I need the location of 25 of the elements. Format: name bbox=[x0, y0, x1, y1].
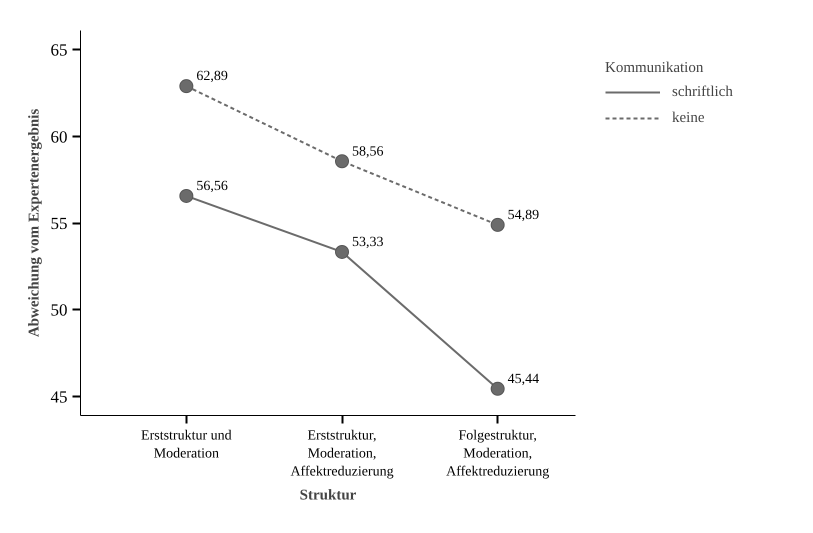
point bbox=[490, 218, 505, 232]
y-tick-label: 65 bbox=[50, 40, 68, 60]
x-axis-title: Struktur bbox=[300, 488, 357, 504]
y-axis-title: Abweichung vom Expertenergebnis bbox=[26, 108, 42, 338]
point bbox=[179, 79, 194, 94]
data-label: 56,56 bbox=[196, 178, 228, 194]
point bbox=[179, 188, 194, 203]
point bbox=[335, 244, 350, 259]
data-label: 45,44 bbox=[508, 372, 540, 387]
y-tick-label: 45 bbox=[50, 387, 68, 406]
x-tick-label: Erststruktur und Moderation bbox=[141, 428, 232, 462]
legend-title: Kommunikation bbox=[605, 60, 704, 77]
x-tick-label: Erststruktur, Moderation, Affektreduzierung bbox=[290, 428, 394, 480]
data-label: 53,33 bbox=[352, 234, 384, 250]
data-label: 54,89 bbox=[508, 208, 540, 223]
point bbox=[490, 382, 505, 396]
data-label: 58,56 bbox=[352, 144, 384, 160]
legend-label: schriftlich bbox=[672, 84, 733, 100]
data-label: 62,89 bbox=[196, 69, 228, 84]
legend-label: keine bbox=[672, 110, 704, 126]
y-tick-label: 60 bbox=[50, 127, 68, 146]
y-tick-label: 50 bbox=[50, 300, 68, 320]
y-tick-label: 55 bbox=[50, 214, 68, 233]
point bbox=[335, 154, 350, 168]
x-tick-label: Folgestruktur, Moderation, Affektreduzierung bbox=[446, 428, 550, 480]
